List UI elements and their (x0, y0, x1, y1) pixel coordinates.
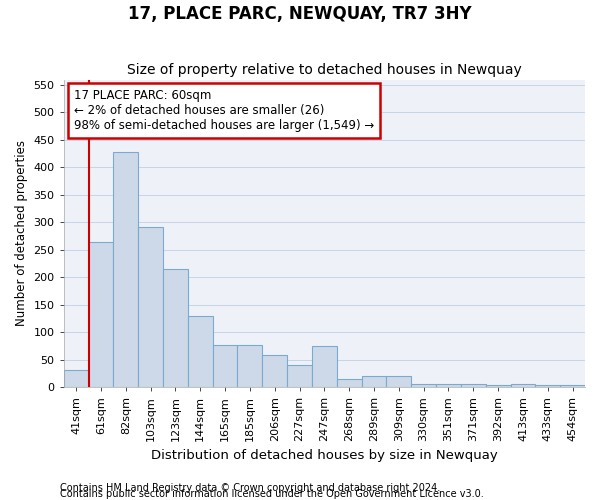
Bar (560, 385, 585, 387)
Bar (163, 269, 188, 387)
Text: Contains public sector information licensed under the Open Government Licence v3: Contains public sector information licen… (60, 489, 484, 499)
Bar (262, 354, 287, 387)
Bar (312, 346, 337, 387)
Text: Contains HM Land Registry data © Crown copyright and database right 2024.: Contains HM Land Registry data © Crown c… (60, 483, 440, 493)
Bar (113, 152, 138, 387)
Text: 17, PLACE PARC, NEWQUAY, TR7 3HY: 17, PLACE PARC, NEWQUAY, TR7 3HY (128, 5, 472, 23)
Bar (64, 370, 89, 387)
Text: 17 PLACE PARC: 60sqm
← 2% of detached houses are smaller (26)
98% of semi-detach: 17 PLACE PARC: 60sqm ← 2% of detached ho… (74, 89, 374, 132)
Bar (287, 365, 312, 387)
Bar (138, 227, 163, 387)
Bar (436, 384, 461, 387)
Bar (535, 386, 560, 387)
Bar (89, 242, 113, 387)
Bar (486, 386, 511, 387)
Bar (511, 384, 535, 387)
X-axis label: Distribution of detached houses by size in Newquay: Distribution of detached houses by size … (151, 450, 498, 462)
Bar (337, 379, 362, 387)
Bar (411, 384, 436, 387)
Bar (188, 316, 212, 387)
Y-axis label: Number of detached properties: Number of detached properties (15, 140, 28, 326)
Title: Size of property relative to detached houses in Newquay: Size of property relative to detached ho… (127, 63, 522, 77)
Bar (238, 346, 262, 387)
Bar (212, 346, 238, 387)
Bar (362, 376, 386, 387)
Bar (461, 384, 486, 387)
Bar (386, 376, 411, 387)
